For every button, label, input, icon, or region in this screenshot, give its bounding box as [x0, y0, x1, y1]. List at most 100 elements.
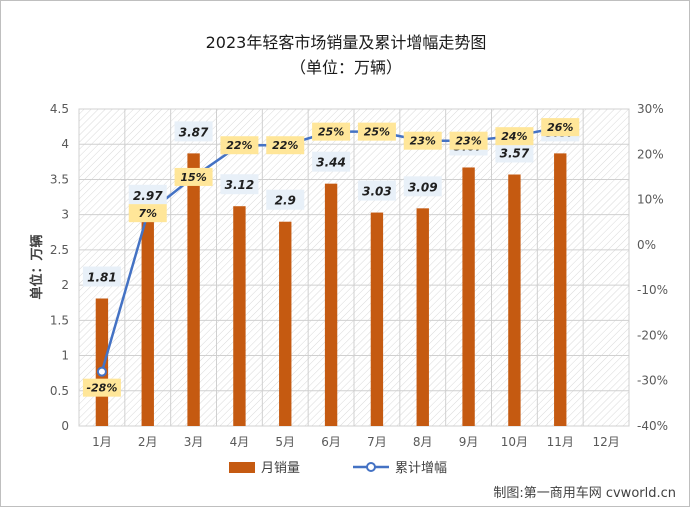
- bar-label-box: [312, 151, 351, 172]
- line-data-label: 22%: [220, 136, 259, 155]
- data-labels: 1.812.973.873.122.93.443.033.093.673.573…: [82, 118, 580, 397]
- x-tick-label: 6月: [321, 435, 341, 449]
- chart-subtitle: （单位：万辆）: [290, 58, 402, 77]
- bar: [508, 174, 521, 426]
- y2-tick-label: -20%: [637, 328, 668, 342]
- line-label-box: [495, 127, 534, 146]
- line-label-text: 23%: [455, 135, 481, 148]
- bar-label-box: [220, 174, 259, 195]
- y2-tick-label: -30%: [637, 374, 668, 388]
- x-axis-ticks: 1月 2月 3月 4月 5月 6月 7月 8月 9月 10月 11月 12月: [92, 435, 620, 449]
- y-axis-ticks: 0 0.5 1 1.5 2 2.5 3 3.5 4 4.5: [50, 102, 69, 433]
- bar-label-box: [266, 189, 305, 210]
- bar-label-text: 3.12: [225, 178, 255, 192]
- line-label-text: 24%: [501, 130, 527, 143]
- line-label-text: 22%: [272, 139, 298, 152]
- legend-label-bar: 月销量: [261, 461, 300, 476]
- bar-label-box: [495, 142, 534, 163]
- line-data-label: 25%: [357, 122, 396, 141]
- line-label-box: [312, 122, 351, 141]
- legend: 月销量 累计增幅: [229, 461, 447, 476]
- bar: [370, 212, 384, 426]
- bar: [279, 221, 292, 426]
- line-label-box: [357, 122, 396, 141]
- bar-label-text: 1.81: [87, 270, 117, 284]
- line-label-text: 7%: [138, 207, 157, 220]
- bar-label-box: [357, 180, 396, 201]
- x-tick-label: 11月: [547, 435, 574, 449]
- bar: [462, 167, 475, 427]
- x-tick-label: 2月: [138, 435, 158, 449]
- line-data-label: -28%: [82, 378, 121, 397]
- bar: [95, 298, 109, 426]
- bar-label-text: 3.09: [408, 180, 438, 194]
- line-label-text: 25%: [318, 126, 344, 139]
- line-label-box: [403, 131, 442, 150]
- line-label-text: 25%: [364, 126, 390, 139]
- bar-label-text: 3.03: [362, 185, 392, 199]
- x-tick-label: 10月: [501, 435, 528, 449]
- line-label-text: 22%: [226, 139, 252, 152]
- bar-data-label: 3.44: [312, 151, 351, 172]
- bar-label-box: [403, 176, 442, 197]
- legend-swatch-marker: [366, 462, 376, 472]
- bar-label-text: 3.44: [316, 156, 346, 170]
- x-tick-label: 12月: [592, 435, 619, 449]
- credit-text: 制图:第一商用车网 cvworld.cn: [493, 485, 676, 501]
- bar-data-label: 3.57: [495, 142, 534, 163]
- line-data-label: 24%: [495, 127, 534, 146]
- legend-swatch-bar: [229, 462, 255, 473]
- legend-label-line: 累计增幅: [395, 461, 447, 476]
- chart-title: 2023年轻客市场销量及累计增幅走势图: [206, 33, 487, 52]
- bar-label-text: 2.97: [133, 189, 163, 203]
- line-label-box: [82, 378, 121, 397]
- x-tick-label: 3月: [184, 435, 204, 449]
- y2-tick-label: -10%: [637, 283, 668, 297]
- y-tick-label: 2.5: [50, 243, 69, 257]
- bar-label-text: 3.87: [179, 125, 209, 139]
- bar-data-label: 3.12: [220, 174, 259, 195]
- y-tick-label: 0.5: [50, 384, 69, 398]
- line-label-box: [266, 136, 305, 155]
- bar-label-box: [128, 184, 167, 205]
- line-label-text: 15%: [180, 171, 206, 184]
- y-tick-label: 3: [61, 208, 69, 222]
- line-label-box: [220, 136, 259, 155]
- x-tick-label: 7月: [367, 435, 387, 449]
- line-data-label: 25%: [312, 122, 351, 141]
- x-tick-label: 9月: [459, 435, 479, 449]
- line-label-box: [541, 118, 580, 137]
- y-tick-label: 3.5: [50, 172, 69, 186]
- bar-data-label: 3.03: [357, 180, 396, 201]
- line-data-label: 23%: [449, 131, 488, 150]
- line-point: [96, 366, 107, 377]
- line-label-box: [449, 131, 488, 150]
- bar-data-label: 2.9: [266, 189, 305, 210]
- y-tick-label: 1.5: [50, 313, 69, 327]
- y-tick-label: 2: [61, 278, 69, 292]
- y-tick-label: 1: [61, 349, 69, 363]
- bar: [416, 208, 429, 426]
- bar-data-label: 3.87: [174, 121, 213, 142]
- line-label-box: [174, 167, 213, 186]
- x-tick-label: 8月: [413, 435, 433, 449]
- x-tick-label: 1月: [92, 435, 112, 449]
- line-data-label: 26%: [541, 118, 580, 137]
- bar: [554, 153, 567, 426]
- bar-label-text: 3.57: [500, 147, 530, 161]
- y2-tick-label: -40%: [637, 419, 668, 433]
- line-label-text: 23%: [410, 135, 436, 148]
- y2-tick-label: 20%: [637, 147, 664, 161]
- y2-tick-label: 0%: [637, 238, 656, 252]
- bar-label-box: [82, 266, 121, 287]
- x-tick-label: 5月: [275, 435, 295, 449]
- line-data-label: 7%: [128, 204, 167, 223]
- bar-data-label: 2.97: [128, 184, 167, 205]
- bar: [324, 183, 338, 426]
- bar: [233, 206, 246, 426]
- y2-axis-ticks: -40% -30% -20% -10% 0% 10% 20% 30%: [637, 102, 668, 433]
- y-tick-label: 0: [61, 419, 69, 433]
- bar: [187, 153, 200, 426]
